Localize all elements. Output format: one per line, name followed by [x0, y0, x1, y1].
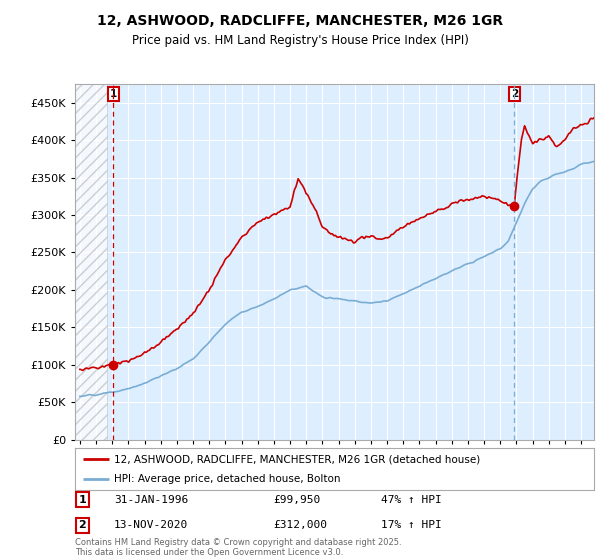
Text: Price paid vs. HM Land Registry's House Price Index (HPI): Price paid vs. HM Land Registry's House … — [131, 34, 469, 46]
Text: 12, ASHWOOD, RADCLIFFE, MANCHESTER, M26 1GR: 12, ASHWOOD, RADCLIFFE, MANCHESTER, M26 … — [97, 14, 503, 28]
Text: Contains HM Land Registry data © Crown copyright and database right 2025.
This d: Contains HM Land Registry data © Crown c… — [75, 538, 401, 557]
Text: 1: 1 — [110, 90, 117, 99]
Text: 31-JAN-1996: 31-JAN-1996 — [114, 494, 188, 505]
Text: 2: 2 — [511, 90, 518, 99]
Text: 47% ↑ HPI: 47% ↑ HPI — [381, 494, 442, 505]
Text: HPI: Average price, detached house, Bolton: HPI: Average price, detached house, Bolt… — [114, 474, 340, 484]
Text: 13-NOV-2020: 13-NOV-2020 — [114, 520, 188, 530]
Text: £99,950: £99,950 — [273, 494, 320, 505]
Text: 12, ASHWOOD, RADCLIFFE, MANCHESTER, M26 1GR (detached house): 12, ASHWOOD, RADCLIFFE, MANCHESTER, M26 … — [114, 454, 480, 464]
Text: 1: 1 — [79, 494, 86, 505]
Text: 17% ↑ HPI: 17% ↑ HPI — [381, 520, 442, 530]
Text: £312,000: £312,000 — [273, 520, 327, 530]
Text: 2: 2 — [79, 520, 86, 530]
Bar — [75, 84, 107, 440]
